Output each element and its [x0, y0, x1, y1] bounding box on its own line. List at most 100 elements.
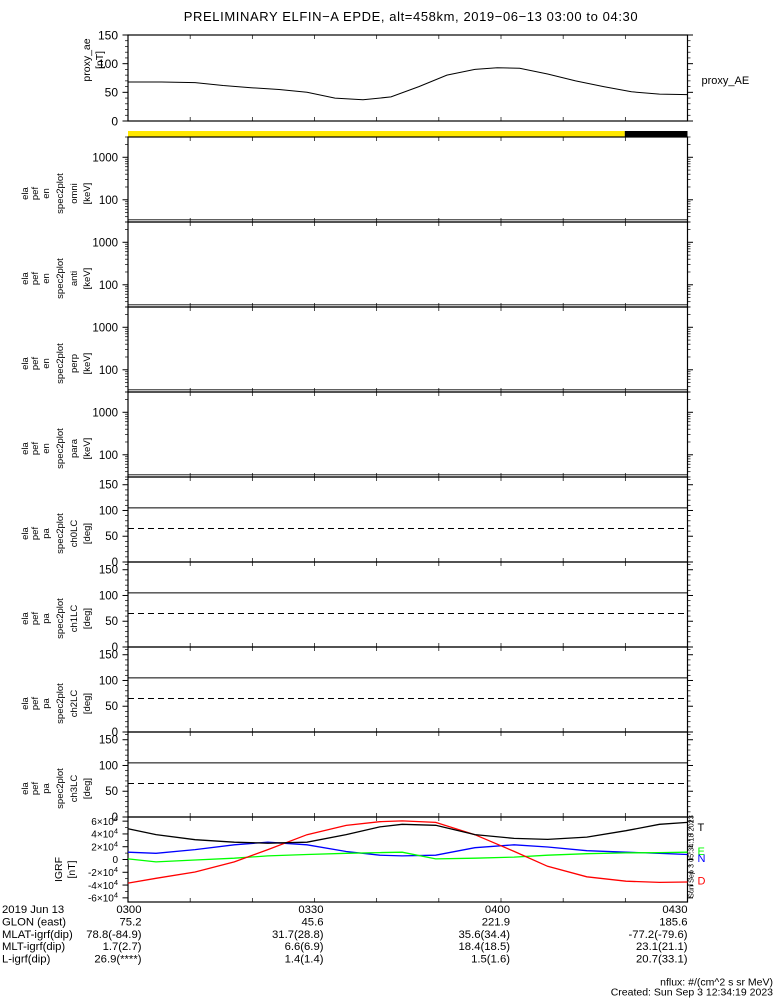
svg-text:50: 50 — [105, 701, 118, 713]
svg-text:pef: pef — [30, 527, 41, 541]
svg-text:-4×104: -4×104 — [88, 877, 118, 892]
svg-text:75.2: 75.2 — [120, 916, 142, 928]
svg-text:anti: anti — [69, 271, 80, 286]
svg-text:1000: 1000 — [92, 237, 118, 249]
svg-text:para: para — [69, 438, 80, 458]
svg-text:perp: perp — [69, 354, 80, 373]
svg-text:100: 100 — [99, 280, 118, 292]
svg-text:D: D — [698, 876, 706, 888]
svg-text:[keV]: [keV] — [82, 268, 93, 290]
svg-text:35.6(34.4): 35.6(34.4) — [459, 929, 511, 941]
svg-text:6.6(6.9): 6.6(6.9) — [285, 941, 324, 953]
svg-text:100: 100 — [99, 195, 118, 207]
svg-text:100: 100 — [99, 760, 118, 772]
svg-text:pa: pa — [41, 613, 52, 624]
svg-text:proxy_ae: proxy_ae — [81, 38, 93, 81]
svg-text:[deg]: [deg] — [82, 778, 93, 799]
svg-text:-77.2(-79.6): -77.2(-79.6) — [628, 929, 687, 941]
svg-text:[deg]: [deg] — [82, 523, 93, 544]
svg-text:150: 150 — [99, 650, 118, 662]
svg-text:spec2plot: spec2plot — [55, 343, 66, 384]
svg-text:ch3LC: ch3LC — [69, 775, 80, 803]
svg-text:[nT]: [nT] — [94, 51, 106, 69]
svg-text:20.7(33.1): 20.7(33.1) — [636, 954, 688, 966]
svg-text:-6×104: -6×104 — [88, 890, 118, 905]
svg-text:1000: 1000 — [92, 152, 118, 164]
svg-text:1000: 1000 — [92, 407, 118, 419]
svg-text:GLON (east): GLON (east) — [2, 916, 66, 928]
svg-text:en: en — [41, 358, 52, 369]
svg-text:pa: pa — [41, 783, 52, 794]
svg-text:1.5(1.6): 1.5(1.6) — [471, 954, 510, 966]
svg-text:50: 50 — [105, 531, 118, 543]
svg-text:[deg]: [deg] — [82, 608, 93, 629]
svg-text:spec2plot: spec2plot — [55, 173, 66, 214]
svg-text:18.4(18.5): 18.4(18.5) — [459, 941, 511, 953]
svg-text:100: 100 — [99, 675, 118, 687]
svg-text:spec2plot: spec2plot — [55, 428, 66, 469]
svg-text:0300: 0300 — [116, 904, 141, 916]
svg-text:Sun Sep 3 05:34:18 2023: Sun Sep 3 05:34:18 2023 — [687, 815, 696, 898]
svg-text:150: 150 — [99, 480, 118, 492]
svg-text:pef: pef — [30, 697, 41, 711]
svg-text:[keV]: [keV] — [82, 353, 93, 375]
svg-text:0400: 0400 — [485, 904, 510, 916]
svg-text:L-igrf(dip): L-igrf(dip) — [2, 954, 51, 966]
svg-text:0: 0 — [112, 855, 118, 866]
svg-text:2×104: 2×104 — [91, 839, 118, 854]
svg-text:1.7(2.7): 1.7(2.7) — [103, 941, 142, 953]
svg-text:T: T — [698, 822, 705, 834]
svg-text:pa: pa — [41, 698, 52, 709]
svg-text:1000: 1000 — [92, 322, 118, 334]
svg-text:ch1LC: ch1LC — [69, 605, 80, 633]
svg-text:Created: Sun Sep 3 12:34:19 2: Created: Sun Sep 3 12:34:19 2023 — [611, 987, 773, 999]
svg-text:pa: pa — [41, 528, 52, 539]
svg-text:pef: pef — [30, 187, 41, 201]
svg-text:pef: pef — [30, 612, 41, 626]
svg-text:78.8(-84.9): 78.8(-84.9) — [86, 929, 141, 941]
svg-text:150: 150 — [98, 28, 118, 42]
svg-text:IGRF: IGRF — [53, 857, 65, 882]
svg-text:100: 100 — [99, 450, 118, 462]
svg-text:ch0LC: ch0LC — [69, 520, 80, 548]
svg-text:1.4(1.4): 1.4(1.4) — [285, 954, 324, 966]
svg-text:100: 100 — [99, 365, 118, 377]
svg-text:185.6: 185.6 — [659, 916, 687, 928]
svg-text:45.6: 45.6 — [302, 916, 324, 928]
svg-text:-2×104: -2×104 — [88, 864, 118, 879]
svg-text:0: 0 — [111, 114, 118, 128]
svg-text:50: 50 — [105, 616, 118, 628]
svg-text:omni: omni — [69, 183, 80, 204]
svg-text:PRELIMINARY ELFIN−A EPDE, alt=: PRELIMINARY ELFIN−A EPDE, alt=458km, 201… — [184, 9, 638, 24]
svg-text:100: 100 — [99, 505, 118, 517]
svg-text:pef: pef — [30, 357, 41, 371]
svg-text:26.9(****): 26.9(****) — [94, 954, 141, 966]
svg-text:en: en — [41, 188, 52, 199]
svg-text:0430: 0430 — [662, 904, 687, 916]
svg-text:[keV]: [keV] — [82, 183, 93, 205]
svg-text:0330: 0330 — [298, 904, 323, 916]
svg-text:2019 Jun 13: 2019 Jun 13 — [2, 904, 64, 916]
svg-text:50: 50 — [105, 86, 119, 100]
svg-text:[nT]: [nT] — [66, 860, 78, 878]
svg-text:N: N — [698, 853, 706, 865]
svg-text:[deg]: [deg] — [82, 693, 93, 714]
svg-text:pef: pef — [30, 782, 41, 796]
svg-text:ch2LC: ch2LC — [69, 690, 80, 718]
svg-text:[keV]: [keV] — [82, 438, 93, 460]
svg-text:MLT-igrf(dip): MLT-igrf(dip) — [2, 941, 65, 953]
svg-text:spec2plot: spec2plot — [55, 683, 66, 724]
svg-text:pef: pef — [30, 272, 41, 286]
svg-text:en: en — [41, 443, 52, 454]
svg-text:50: 50 — [105, 786, 118, 798]
svg-text:pef: pef — [30, 442, 41, 456]
svg-text:100: 100 — [99, 590, 118, 602]
svg-text:31.7(28.8): 31.7(28.8) — [272, 929, 324, 941]
svg-text:150: 150 — [99, 565, 118, 577]
svg-text:MLAT-igrf(dip): MLAT-igrf(dip) — [2, 929, 73, 941]
svg-text:spec2plot: spec2plot — [55, 258, 66, 299]
svg-text:en: en — [41, 273, 52, 284]
svg-text:spec2plot: spec2plot — [55, 768, 66, 809]
svg-text:spec2plot: spec2plot — [55, 598, 66, 639]
svg-text:150: 150 — [99, 735, 118, 747]
